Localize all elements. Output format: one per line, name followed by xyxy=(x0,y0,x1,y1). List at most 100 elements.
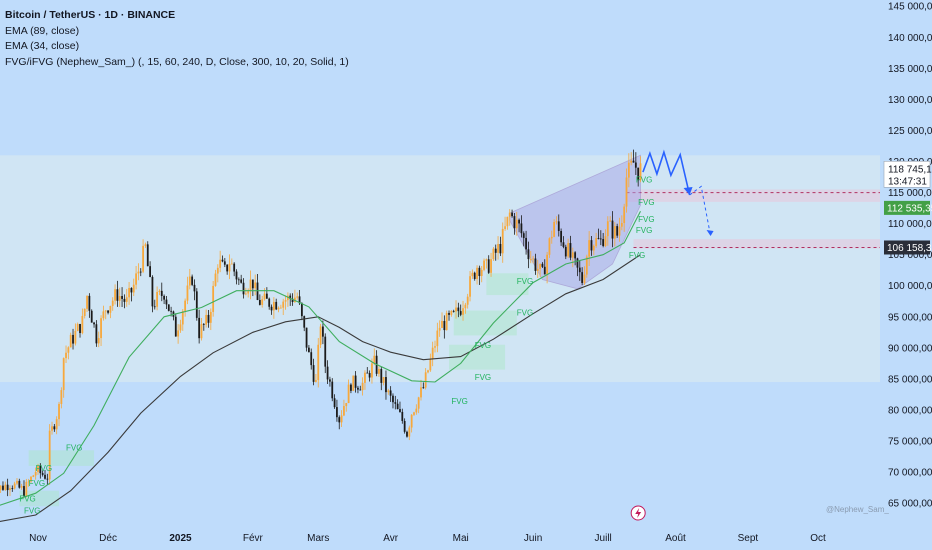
candle-body xyxy=(249,279,252,292)
candle-body xyxy=(137,271,140,274)
candle-body xyxy=(637,167,640,181)
current-price-badge[interactable] xyxy=(883,161,931,188)
projection-zigzag[interactable] xyxy=(642,149,691,196)
ema89-line[interactable] xyxy=(0,254,641,523)
y-tick-label: 115 000,00 xyxy=(888,188,932,199)
candle-body xyxy=(448,312,450,315)
fvg-indicator-legend[interactable]: FVG/iFVG (Nephew_Sam_) (, 15, 60, 240, D… xyxy=(5,55,349,68)
candle-body xyxy=(303,316,306,328)
candle-body xyxy=(219,259,222,268)
candle-body xyxy=(158,290,161,292)
support-price-label: 112 535,35 xyxy=(887,203,932,214)
fvg-label: FVG xyxy=(629,251,645,260)
candle-body xyxy=(506,216,509,227)
y-tick-label: 105 000,00 xyxy=(888,250,932,261)
candle-body xyxy=(205,314,208,325)
candle-body xyxy=(590,240,593,251)
candle-body xyxy=(188,276,191,286)
candle-body xyxy=(592,245,595,251)
candle-body xyxy=(198,317,201,339)
candle-body xyxy=(548,238,551,255)
fvg-label: FVG xyxy=(517,277,533,286)
candle-body xyxy=(163,295,166,300)
candle-body xyxy=(111,300,114,306)
candle-body xyxy=(53,426,56,430)
candle-body xyxy=(310,352,313,366)
candle-body xyxy=(41,473,44,475)
x-tick-label: Déc xyxy=(99,533,117,544)
candle-body xyxy=(389,390,392,396)
candle-body xyxy=(464,304,467,309)
candle-body xyxy=(90,310,93,323)
ema34-line[interactable] xyxy=(0,210,641,508)
candle-body xyxy=(55,419,58,430)
candle-body xyxy=(235,271,238,280)
candle-body xyxy=(543,266,546,275)
x-tick-label: Août xyxy=(665,533,686,544)
candle-body xyxy=(200,324,203,339)
candle-body xyxy=(555,221,558,223)
candle-body xyxy=(611,220,614,239)
candle-body xyxy=(256,282,259,300)
candle-body xyxy=(174,316,177,337)
candle-body xyxy=(385,377,387,393)
candle-body xyxy=(613,226,616,239)
candle-body xyxy=(527,249,530,260)
projection-dashed-arrowhead xyxy=(706,230,714,237)
y-tick-label: 90 000,00 xyxy=(888,343,932,354)
candle-body xyxy=(333,398,336,408)
x-tick-label: Févr xyxy=(243,533,264,544)
candle-body xyxy=(441,320,443,328)
ema89-legend[interactable]: EMA (89, close) xyxy=(5,24,80,37)
candle-body xyxy=(275,301,278,310)
candle-body xyxy=(39,466,42,474)
x-tick-label: Juill xyxy=(595,533,612,544)
fvg-label: FVG xyxy=(638,198,654,207)
candle-body xyxy=(128,287,130,298)
candle-body xyxy=(97,338,100,344)
candle-body xyxy=(459,311,462,315)
ema34-legend[interactable]: EMA (34, close) xyxy=(5,40,80,52)
candle-body xyxy=(153,306,156,308)
candle-body xyxy=(62,358,65,391)
candle-body xyxy=(604,236,607,246)
candle-body xyxy=(634,162,637,168)
x-tick-label: Sept xyxy=(738,533,759,544)
candle-body xyxy=(268,298,271,307)
level-price-badge[interactable] xyxy=(884,240,930,255)
candle-body xyxy=(74,330,77,344)
candle-body xyxy=(83,308,86,316)
support-price-badge[interactable] xyxy=(884,200,930,215)
symbol-title[interactable]: Bitcoin / TetherUS · 1D · BINANCE xyxy=(5,9,176,21)
projection-dashed[interactable] xyxy=(689,185,712,237)
candle-body xyxy=(525,237,527,250)
candle-body xyxy=(79,323,81,334)
candle-body xyxy=(473,272,476,279)
candle-body xyxy=(338,417,341,423)
candle-body xyxy=(429,359,432,371)
candle-body xyxy=(478,267,481,277)
candle-body xyxy=(18,480,21,488)
candle-body xyxy=(331,381,334,399)
candle-body xyxy=(44,474,46,479)
candle-body xyxy=(546,254,549,275)
candle-body xyxy=(403,420,406,432)
candle-body xyxy=(230,263,233,265)
fvg-label: FVG xyxy=(638,215,654,224)
candle-body xyxy=(223,261,226,265)
fvg-label: FVG xyxy=(475,341,491,350)
candle-body xyxy=(326,366,329,380)
candle-body xyxy=(443,320,446,331)
candle-body xyxy=(123,298,126,302)
candle-body xyxy=(312,365,315,382)
fvg-label: FVG xyxy=(636,176,652,185)
candle-body xyxy=(508,212,511,217)
fvg-label: FVG xyxy=(29,479,45,488)
range-box xyxy=(0,155,880,383)
candle-body xyxy=(483,260,485,270)
candle-body xyxy=(469,276,471,297)
candle-body xyxy=(504,226,506,229)
candle-body xyxy=(32,475,35,477)
